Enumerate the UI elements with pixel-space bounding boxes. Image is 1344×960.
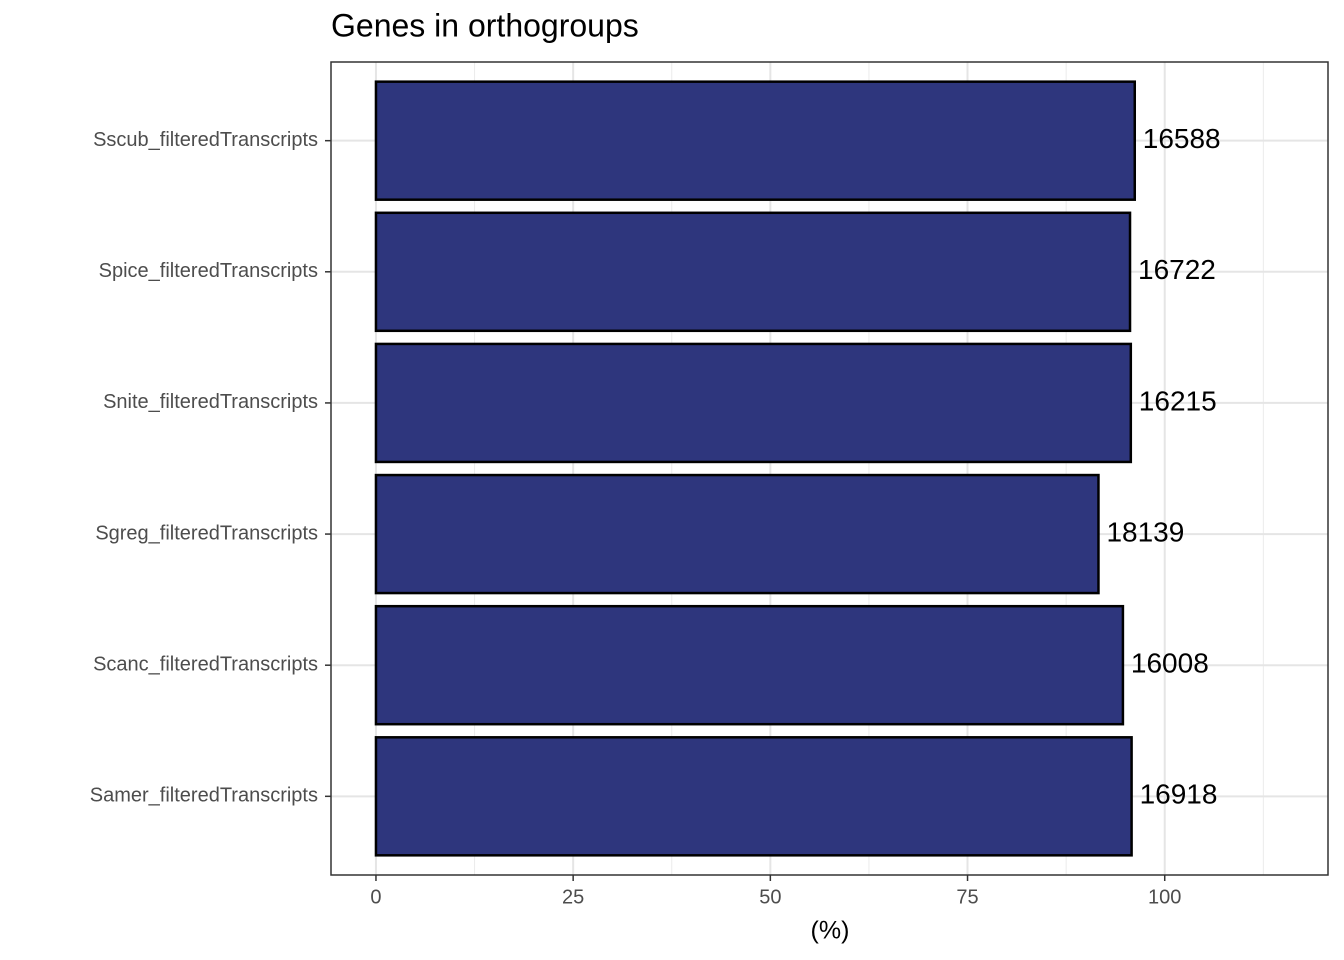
data-label: 16918: [1140, 779, 1218, 810]
plot-border: [330, 61, 1329, 876]
data-label: 18139: [1106, 516, 1184, 547]
x-tick-label: 25: [562, 886, 584, 908]
y-tick-label: Snite_filteredTranscripts: [103, 391, 318, 413]
x-axis-label: (%): [811, 917, 850, 945]
bar: [374, 736, 1133, 857]
x-tick-label: 50: [759, 886, 781, 908]
data-label: 16008: [1131, 648, 1209, 679]
bar: [374, 211, 1132, 333]
y-tick-label: Samer_filteredTranscripts: [90, 785, 318, 807]
y-tick-label: Sgreg_filteredTranscripts: [95, 522, 318, 544]
y-tick-label: Spice_filteredTranscripts: [99, 260, 318, 282]
x-tick-label: 75: [956, 886, 978, 908]
x-tick-label: 100: [1148, 886, 1181, 908]
chart-title: Genes in orthogroups: [331, 7, 639, 43]
y-tick-label: Scanc_filteredTranscripts: [93, 653, 318, 675]
bar: [374, 80, 1137, 201]
data-label: 16588: [1143, 123, 1221, 154]
data-label: 16215: [1139, 385, 1217, 416]
bar: [374, 604, 1125, 726]
data-label: 16722: [1138, 254, 1216, 285]
y-tick-label: Sscub_filteredTranscripts: [93, 129, 318, 151]
bar: [374, 473, 1100, 595]
bar: [374, 342, 1133, 464]
x-tick-label: 0: [370, 886, 381, 908]
